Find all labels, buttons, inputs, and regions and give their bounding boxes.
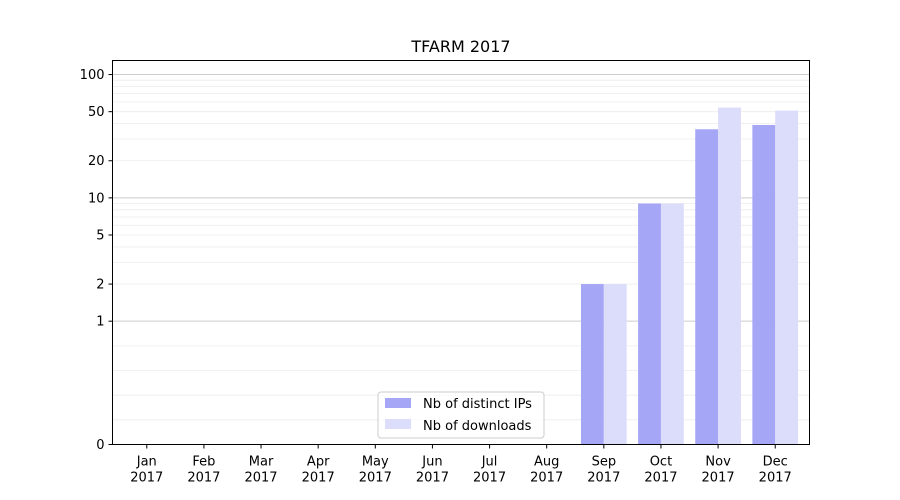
x-tick-label-month: Feb — [192, 455, 215, 470]
x-tick-label-year: 2017 — [530, 471, 563, 486]
x-tick-label-year: 2017 — [130, 471, 163, 486]
x-tick-label-year: 2017 — [587, 471, 620, 486]
x-tick-label-month: Aug — [534, 455, 559, 470]
y-axis: 0 1 2 5 10 20 50 100 — [80, 68, 113, 453]
x-tick-label-year: 2017 — [302, 471, 335, 486]
x-tick-label-year: 2017 — [759, 471, 792, 486]
x-tick-label-month: Sep — [592, 455, 617, 470]
y-tick-label: 5 — [96, 228, 104, 243]
x-axis: Jan2017Feb2017Mar2017Apr2017May2017Jun20… — [130, 444, 792, 486]
x-tick-label-month: Jul — [481, 455, 498, 470]
x-tick-label-year: 2017 — [244, 471, 277, 486]
legend-box — [377, 391, 545, 439]
bar-downloads — [660, 203, 684, 445]
bar-downloads — [775, 110, 799, 445]
y-tick-label: 1 — [96, 315, 104, 330]
bar-distinct-ips — [695, 129, 719, 445]
legend-swatch-downloads — [385, 419, 411, 429]
x-tick-label-month: Jan — [136, 455, 157, 470]
legend: Nb of distinct IPs Nb of downloads — [377, 391, 545, 439]
bar-downloads — [603, 284, 627, 445]
x-tick-label-year: 2017 — [702, 471, 735, 486]
bar-distinct-ips — [638, 203, 661, 445]
legend-label-distinct-ips: Nb of distinct IPs — [423, 397, 532, 412]
y-tick-label: 50 — [88, 105, 105, 120]
x-tick-label-month: May — [362, 455, 389, 470]
x-tick-label-month: Oct — [650, 455, 672, 470]
x-tick-label-month: Apr — [307, 455, 330, 470]
x-tick-label-year: 2017 — [359, 471, 392, 486]
y-tick-label: 2 — [96, 278, 104, 293]
x-tick-label-month: Nov — [705, 455, 731, 470]
y-tick-label: 100 — [80, 68, 105, 83]
bars — [580, 107, 799, 445]
bar-downloads — [718, 107, 741, 445]
bar-distinct-ips — [752, 124, 776, 445]
x-tick-label-month: Jun — [421, 455, 442, 470]
y-tick-label: 0 — [96, 438, 104, 453]
y-tick-label: 10 — [88, 191, 105, 206]
plot-frame — [112, 60, 810, 445]
x-tick-label-month: Mar — [249, 455, 274, 470]
x-tick-label-month: Dec — [763, 455, 788, 470]
x-tick-label-year: 2017 — [644, 471, 677, 486]
legend-swatch-distinct-ips — [385, 398, 411, 408]
bar-distinct-ips — [580, 284, 604, 445]
chart-title: TFARM 2017 — [410, 37, 510, 56]
x-tick-label-year: 2017 — [473, 471, 506, 486]
y-tick-label: 20 — [88, 154, 105, 169]
x-tick-label-year: 2017 — [416, 471, 449, 486]
legend-label-downloads: Nb of downloads — [423, 419, 532, 434]
x-tick-label-year: 2017 — [187, 471, 220, 486]
